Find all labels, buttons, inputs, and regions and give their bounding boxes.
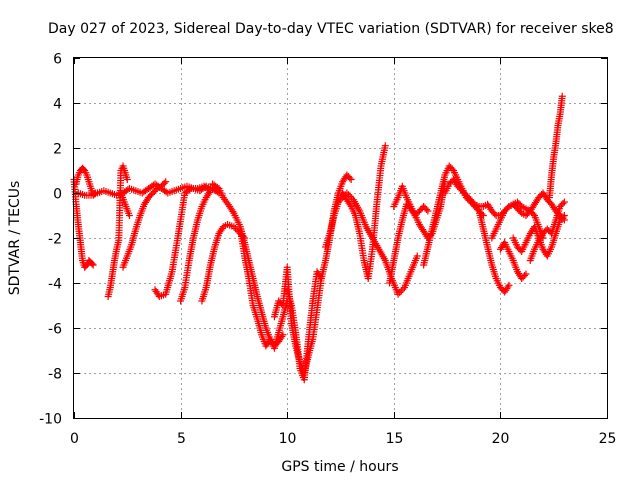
data-point-marker [343,189,351,197]
data-point-marker [348,194,356,202]
data-point-marker [152,186,160,194]
data-point-marker [448,165,456,173]
data-point-marker [394,290,402,298]
data-point-marker [233,226,241,234]
data-point-marker [160,179,168,187]
y-tick-label: -2 [48,232,62,248]
data-point-marker [125,212,133,219]
data-point-marker [230,223,238,231]
series-arc-17 [390,182,432,219]
series-arc-22 [496,239,530,282]
series-arc-8 [177,185,223,305]
data-point-marker [560,212,568,219]
x-axis-title: GPS time / hours [281,459,398,475]
data-point-marker [346,192,354,200]
plot-frame [73,57,608,419]
data-point-marker [529,210,537,218]
y-tick-label: -6 [48,322,62,338]
data-point-marker [424,207,432,215]
series-arc-5 [119,178,170,271]
data-point-marker [491,210,499,218]
data-point-marker [338,194,346,202]
data-point-marker [337,196,344,204]
data-point-marker [229,208,237,216]
chart-title: Day 027 of 2023, Sidereal Day-to-day VTE… [48,21,614,37]
x-tick-label: 5 [177,431,186,447]
x-tick-label: 20 [492,431,510,447]
x-tick-label: 25 [599,431,617,447]
data-point-marker [381,142,389,150]
data-point-marker [422,206,430,213]
y-tick-label: 0 [53,187,62,203]
data-point-marker [399,285,407,293]
data-point-marker [413,252,421,260]
y-tick-label: 6 [53,52,62,68]
x-tick-label: 0 [70,431,79,447]
y-tick-label: -10 [39,412,62,428]
y-tick-label: 4 [53,97,62,113]
data-point-marker [558,92,566,100]
series-arc-12 [270,263,325,377]
data-point-marker [162,178,170,186]
data-point-marker [504,204,512,212]
data-point-marker [344,191,352,199]
data-point-marker [397,287,405,295]
series-arc-25 [545,92,566,201]
data-point-marker [469,199,477,207]
data-point-marker [346,174,354,182]
data-marks [70,92,568,384]
data-point-marker [340,192,348,200]
data-point-marker [504,283,512,291]
series-arc-14 [322,142,389,282]
y-tick-label: 2 [53,142,62,158]
series-arc-24 [526,198,568,264]
series-arc-7 [151,182,214,300]
data-point-marker [88,260,96,268]
data-point-marker [505,281,513,289]
data-point-marker [396,289,404,297]
y-axis-title: SDTVAR / TECUs [7,181,23,296]
data-point-marker [347,176,355,183]
data-point-marker [516,208,524,216]
data-point-marker [559,200,567,207]
data-point-marker [346,201,354,209]
data-point-marker [123,176,131,183]
data-point-marker [186,186,194,194]
x-tick-label: 10 [279,431,297,447]
data-point-marker [89,261,97,269]
y-tick-label: -8 [48,367,62,383]
x-tick-label: 15 [386,431,404,447]
data-point-marker [521,272,529,279]
data-point-marker [522,270,530,278]
series-arc-13 [283,171,355,384]
series-arc-6 [117,189,133,219]
series-arc-4 [104,162,131,300]
series-arc-20 [475,207,513,296]
data-point-marker [516,201,524,209]
series-arc-11 [236,225,291,352]
series-arc-21 [488,198,547,242]
y-tick-label: -4 [48,277,62,293]
data-point-marker [559,213,567,221]
data-point-marker [560,198,568,206]
